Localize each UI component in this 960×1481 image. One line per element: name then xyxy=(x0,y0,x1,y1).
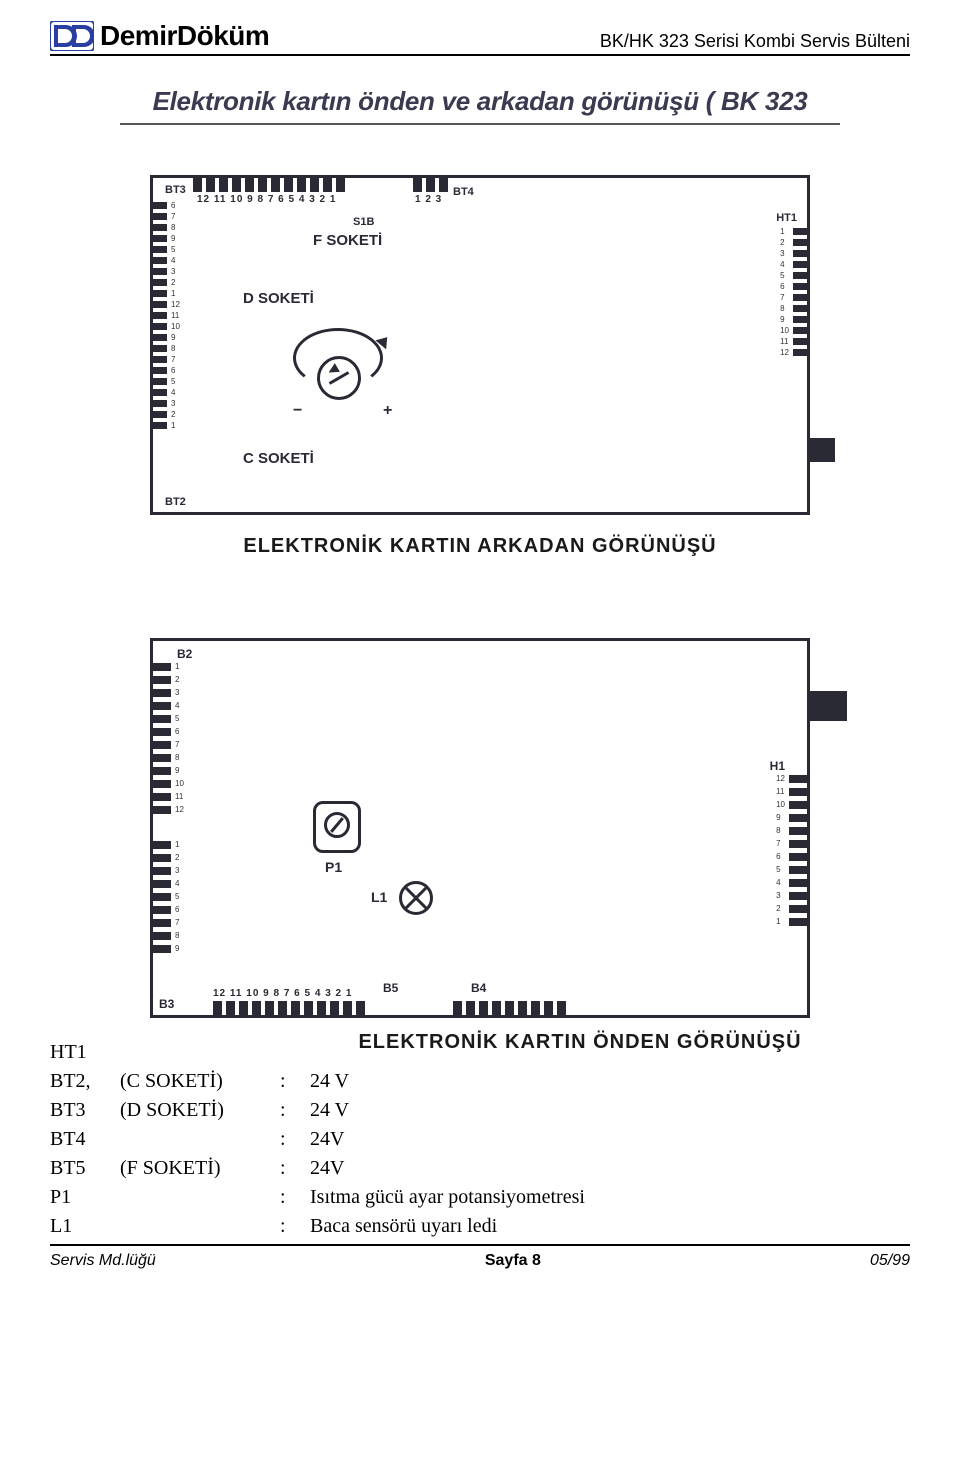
table-row: BT4 : 24V xyxy=(50,1125,585,1154)
page: DemirDöküm BK/HK 323 Serisi Kombi Servis… xyxy=(0,0,960,1300)
h1-label: H1 xyxy=(770,759,785,773)
b3-label: B3 xyxy=(159,997,174,1011)
ref-col-2 xyxy=(120,1038,280,1067)
l1-label: L1 xyxy=(371,889,387,905)
h1-pins xyxy=(789,775,809,926)
table-row: BT3 (D SOKETİ) : 24 V xyxy=(50,1096,585,1125)
table-row: BT5 (F SOKETİ) : 24V xyxy=(50,1154,585,1183)
b5-nums: 12 11 10 9 8 7 6 5 4 3 2 1 xyxy=(213,988,352,999)
b3-pins xyxy=(151,841,171,953)
ht1-pins xyxy=(793,228,809,356)
bt4-pins xyxy=(413,176,448,192)
l1-circle xyxy=(399,881,433,915)
footer: Servis Md.lüğü Sayfa 8 05/99 xyxy=(50,1252,910,1270)
left-pins xyxy=(151,202,167,429)
h1-nums: 121110987654321 xyxy=(776,775,785,926)
b5-pins xyxy=(213,1001,365,1017)
pot-minus: − xyxy=(293,402,302,420)
b3-nums: 123456789 xyxy=(175,841,179,953)
footer-rule xyxy=(50,1244,910,1246)
c-soketi-label: C SOKETİ xyxy=(243,450,314,467)
b4-label: B4 xyxy=(471,981,486,995)
right-tab xyxy=(807,438,835,462)
logo: DemirDöküm xyxy=(50,20,269,52)
pot-circle xyxy=(317,356,361,400)
pcb-front-diagram: B2 123456789101112 123456789 B3 P1 L1 H1 xyxy=(150,638,810,1018)
reference-table: HT1 BT2, (C SOKETİ) : 24 V BT3 (D SOKETİ… xyxy=(50,1038,585,1241)
table-row: BT2, (C SOKETİ) : 24 V xyxy=(50,1067,585,1096)
bt4-nums: 1 2 3 xyxy=(415,194,442,205)
logo-text: DemirDöküm xyxy=(100,20,269,52)
b2-label: B2 xyxy=(177,647,192,661)
main-heading: Elektronik kartın önden ve arkadan görün… xyxy=(50,86,910,117)
d-soketi-label: D SOKETİ xyxy=(243,290,314,307)
bt3-label: BT3 xyxy=(165,184,186,196)
f-soketi-label: F SOKETİ xyxy=(313,232,382,249)
ref-col-3 xyxy=(280,1038,310,1067)
ref-col-1: HT1 xyxy=(50,1038,120,1067)
ht1-nums: 123456789101112 xyxy=(780,228,789,356)
bt3-nums: 12 11 10 9 8 7 6 5 4 3 2 1 xyxy=(197,194,336,205)
bt4-label: BT4 xyxy=(453,186,474,198)
p1-label: P1 xyxy=(325,859,342,875)
table-row: L1 : Baca sensörü uyarı ledi xyxy=(50,1212,585,1241)
b5-label: B5 xyxy=(383,981,398,995)
pot-plus: + xyxy=(383,402,392,420)
b2-nums: 123456789101112 xyxy=(175,663,184,814)
left-pin-nums: 678954321121110987654321 xyxy=(171,202,180,429)
header-rule xyxy=(50,54,910,56)
bt4-sub: S1B xyxy=(353,216,374,228)
pcb-back-caption: ELEKTRONİK KARTIN ARKADAN GÖRÜNÜŞÜ xyxy=(50,535,910,558)
pcb-back-diagram: BT3 12 11 10 9 8 7 6 5 4 3 2 1 1 2 3 BT4… xyxy=(150,175,810,515)
main-heading-underline xyxy=(120,123,840,125)
footer-center: Sayfa 8 xyxy=(485,1252,541,1270)
b4-pins xyxy=(453,1001,566,1017)
bt3-pins xyxy=(193,176,345,192)
b2-pins xyxy=(151,663,171,814)
doc-title: BK/HK 323 Serisi Kombi Servis Bülteni xyxy=(600,31,910,52)
footer-right: 05/99 xyxy=(870,1252,910,1270)
footer-left: Servis Md.lüğü xyxy=(50,1252,156,1270)
ht1-label: HT1 xyxy=(776,212,797,224)
bt2-label: BT2 xyxy=(165,496,186,508)
table-row: P1 : Isıtma gücü ayar potansiyometresi xyxy=(50,1183,585,1212)
right-tab-2 xyxy=(807,691,847,721)
header: DemirDöküm BK/HK 323 Serisi Kombi Servis… xyxy=(50,20,910,52)
logo-icon xyxy=(50,21,94,51)
p1-box xyxy=(313,801,361,853)
